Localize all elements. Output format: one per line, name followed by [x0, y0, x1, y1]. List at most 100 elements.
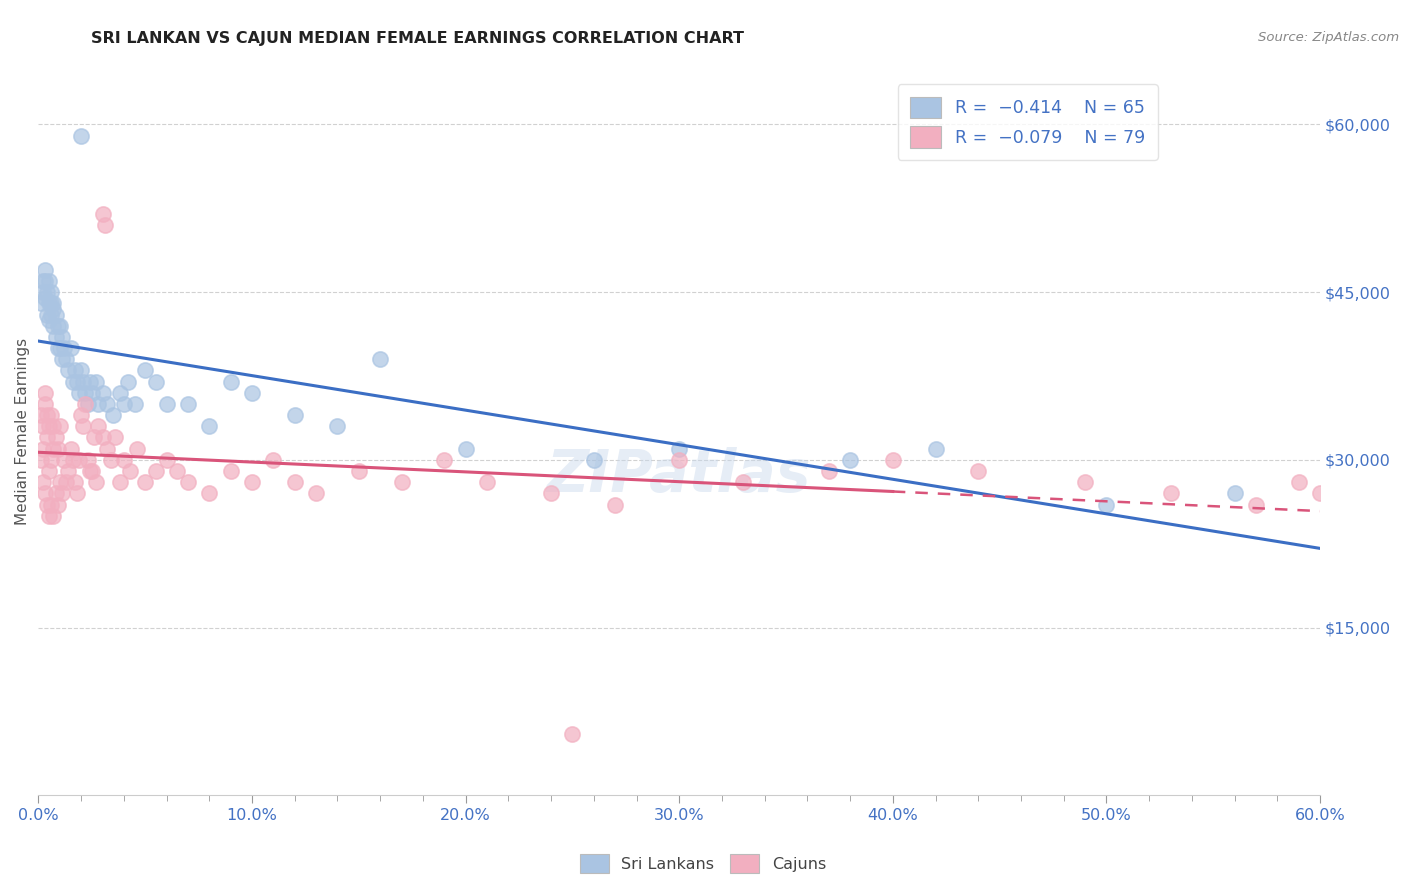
- Point: [39, 285, 62, 300]
- Point: [347, 464, 370, 478]
- Point: [839, 453, 862, 467]
- Point: [31, 419, 53, 434]
- Point: [63, 363, 86, 377]
- Point: [433, 453, 456, 467]
- Point: [924, 442, 946, 456]
- Point: [91, 430, 114, 444]
- Point: [31, 285, 53, 300]
- Point: [240, 475, 263, 490]
- Point: [34, 291, 56, 305]
- Point: [262, 453, 284, 467]
- Point: [70, 408, 93, 422]
- Point: [561, 727, 583, 741]
- Point: [35, 498, 58, 512]
- Point: [55, 352, 77, 367]
- Point: [53, 453, 76, 467]
- Point: [38, 464, 60, 478]
- Point: [108, 385, 131, 400]
- Point: [84, 375, 107, 389]
- Point: [38, 508, 60, 523]
- Point: [733, 475, 755, 490]
- Point: [284, 475, 307, 490]
- Point: [87, 397, 110, 411]
- Point: [35, 408, 58, 422]
- Point: [49, 341, 72, 355]
- Point: [66, 375, 89, 389]
- Point: [62, 453, 84, 467]
- Point: [108, 475, 131, 490]
- Point: [120, 464, 142, 478]
- Point: [58, 363, 80, 377]
- Point: [34, 486, 56, 500]
- Point: [166, 464, 188, 478]
- Point: [177, 475, 200, 490]
- Point: [84, 475, 107, 490]
- Point: [124, 397, 146, 411]
- Point: [67, 385, 90, 400]
- Point: [38, 313, 60, 327]
- Point: [134, 475, 156, 490]
- Point: [145, 375, 167, 389]
- Point: [35, 285, 58, 300]
- Point: [30, 453, 52, 467]
- Point: [305, 486, 328, 500]
- Point: [76, 397, 98, 411]
- Point: [30, 408, 52, 422]
- Point: [38, 274, 60, 288]
- Point: [605, 498, 627, 512]
- Point: [30, 296, 52, 310]
- Point: [117, 375, 139, 389]
- Point: [134, 363, 156, 377]
- Point: [55, 475, 77, 490]
- Point: [75, 397, 97, 411]
- Point: [53, 341, 76, 355]
- Point: [58, 464, 80, 478]
- Point: [42, 296, 65, 310]
- Point: [240, 385, 263, 400]
- Point: [80, 385, 103, 400]
- Point: [38, 419, 60, 434]
- Point: [42, 419, 65, 434]
- Y-axis label: Median Female Earnings: Median Female Earnings: [15, 338, 30, 525]
- Point: [49, 318, 72, 333]
- Point: [34, 385, 56, 400]
- Point: [34, 262, 56, 277]
- Point: [91, 207, 114, 221]
- Point: [46, 318, 69, 333]
- Point: [125, 442, 148, 456]
- Point: [882, 453, 904, 467]
- Legend: R =  −0.414    N = 65, R =  −0.079    N = 79: R = −0.414 N = 65, R = −0.079 N = 79: [898, 85, 1157, 160]
- Point: [145, 464, 167, 478]
- Point: [42, 442, 65, 456]
- Point: [39, 498, 62, 512]
- Point: [112, 453, 135, 467]
- Point: [668, 442, 690, 456]
- Point: [46, 341, 69, 355]
- Point: [219, 464, 242, 478]
- Point: [35, 430, 58, 444]
- Point: [219, 375, 242, 389]
- Text: SRI LANKAN VS CAJUN MEDIAN FEMALE EARNINGS CORRELATION CHART: SRI LANKAN VS CAJUN MEDIAN FEMALE EARNIN…: [91, 31, 744, 46]
- Point: [59, 442, 82, 456]
- Point: [31, 475, 53, 490]
- Point: [112, 397, 135, 411]
- Point: [42, 318, 65, 333]
- Point: [91, 385, 114, 400]
- Point: [51, 486, 73, 500]
- Point: [66, 486, 89, 500]
- Point: [39, 453, 62, 467]
- Point: [198, 486, 221, 500]
- Point: [39, 408, 62, 422]
- Point: [79, 375, 101, 389]
- Point: [391, 475, 413, 490]
- Point: [45, 486, 67, 500]
- Point: [76, 453, 98, 467]
- Point: [49, 419, 72, 434]
- Point: [63, 475, 86, 490]
- Point: [1160, 486, 1182, 500]
- Point: [540, 486, 562, 500]
- Point: [93, 218, 115, 232]
- Point: [51, 352, 73, 367]
- Point: [80, 464, 103, 478]
- Point: [42, 301, 65, 316]
